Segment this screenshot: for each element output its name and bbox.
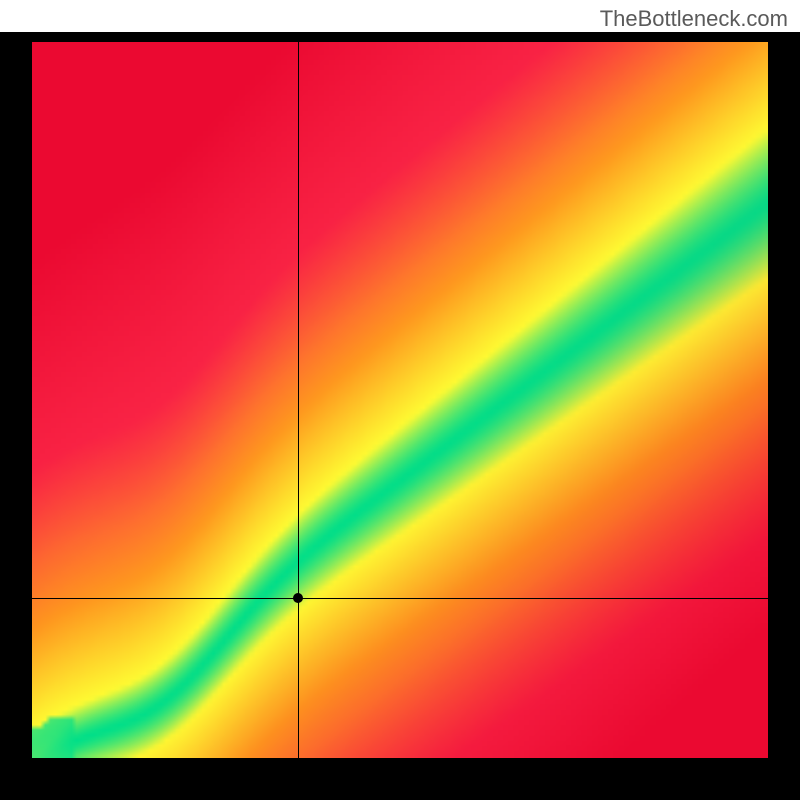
crosshair-vertical bbox=[298, 42, 299, 758]
plot-area bbox=[32, 42, 768, 758]
heatmap-canvas bbox=[32, 42, 768, 758]
crosshair-marker bbox=[293, 593, 303, 603]
crosshair-horizontal bbox=[32, 598, 768, 599]
watermark-text: TheBottleneck.com bbox=[600, 6, 788, 32]
plot-outer-frame bbox=[0, 32, 800, 800]
chart-container: TheBottleneck.com bbox=[0, 0, 800, 800]
